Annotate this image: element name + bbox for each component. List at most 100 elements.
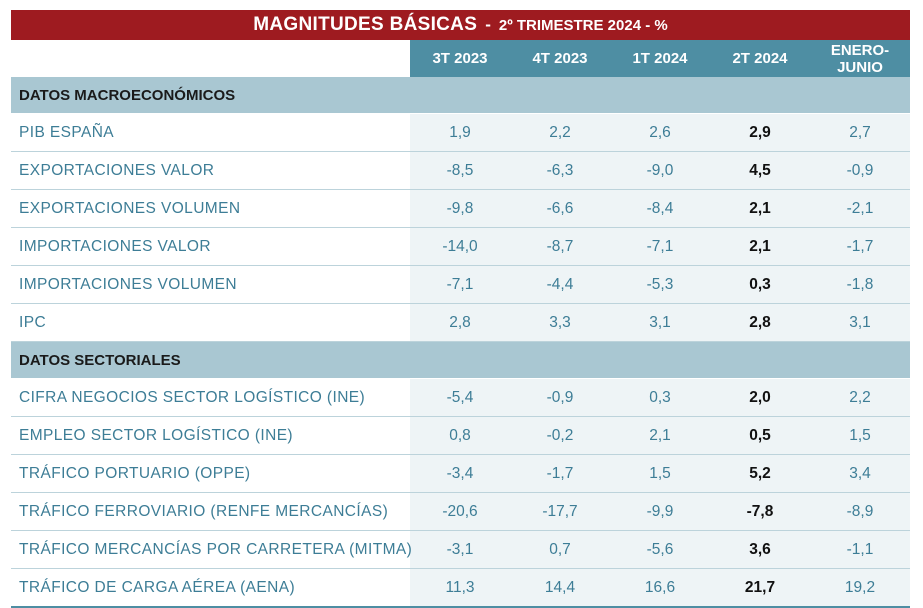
value-cell: -6,6 [510,189,610,228]
value-cell-highlight: 0,5 [710,416,810,455]
value-cell: -17,7 [510,492,610,531]
value-cell: 3,1 [610,303,710,342]
value-cell: -8,4 [610,189,710,228]
column-header-2t-2024: 2T 2024 [710,40,810,77]
column-header-1t-2024: 1T 2024 [610,40,710,77]
table-row: IMPORTACIONES VALOR -14,0 -8,7 -7,1 2,1 -1,7 [11,227,910,266]
value-cell: 19,2 [810,568,910,608]
table-row: IMPORTACIONES VOLUMEN -7,1 -4,4 -5,3 0,3 -1,8 [11,265,910,304]
section-fill-cell [410,77,510,114]
section-fill-cell [810,341,910,379]
value-cell: -6,3 [510,151,610,190]
table-row: EMPLEO SECTOR LOGÍSTICO (INE) 0,8 -0,2 2,1 0… [11,416,910,455]
value-cell: -9,0 [610,151,710,190]
title-separator: - [485,15,491,34]
row-label: IMPORTACIONES VALOR [11,227,410,266]
title-bar: MAGNITUDES BÁSICAS - 2º TRIMESTRE 2024 -… [11,10,910,40]
section-row: DATOS MACROECONÓMICOS [11,77,910,114]
section-fill-cell [810,77,910,114]
value-cell: 2,8 [410,303,510,342]
table-row: TRÁFICO PORTUARIO (OPPE) -3,4 -1,7 1,5 5,2 3,… [11,454,910,493]
section-fill-cell [510,341,610,379]
section-fill-cell [710,77,810,114]
header-row: 3T 2023 4T 2023 1T 2024 2T 2024 ENERO-JU… [11,40,910,77]
value-cell-highlight: 2,9 [710,113,810,152]
row-label: EXPORTACIONES VALOR [11,151,410,190]
value-cell: 2,1 [610,416,710,455]
table-row: TRÁFICO DE CARGA AÉREA (AENA) 11,3 14,4 16,… [11,568,910,608]
section-heading: DATOS MACROECONÓMICOS [11,77,410,114]
value-cell: -5,3 [610,265,710,304]
table-row: TRÁFICO MERCANCÍAS POR CARRETERA (MITMA)… [11,530,910,569]
table-row: PIB ESPAÑA 1,9 2,2 2,6 2,9 2,7 [11,113,910,152]
value-cell: 0,7 [510,530,610,569]
row-label: TRÁFICO PORTUARIO (OPPE) [11,454,410,493]
row-label: IPC [11,303,410,342]
value-cell-highlight: 2,8 [710,303,810,342]
table-row: EXPORTACIONES VALOR -8,5 -6,3 -9,0 4,5 -0,9 [11,151,910,190]
value-cell: -1,7 [810,227,910,266]
row-label: EMPLEO SECTOR LOGÍSTICO (INE) [11,416,410,455]
value-cell: -4,4 [510,265,610,304]
value-cell-highlight: 2,1 [710,227,810,266]
row-label: EXPORTACIONES VOLUMEN [11,189,410,228]
section-row: DATOS SECTORIALES [11,341,910,379]
value-cell-highlight: -7,8 [710,492,810,531]
value-cell: -7,1 [610,227,710,266]
value-cell: -5,4 [410,378,510,417]
section-fill-cell [510,77,610,114]
value-cell: -1,8 [810,265,910,304]
table-subtitle: 2º TRIMESTRE 2024 - % [498,16,668,34]
row-label: IMPORTACIONES VOLUMEN [11,265,410,304]
value-cell: 2,7 [810,113,910,152]
row-label: PIB ESPAÑA [11,113,410,152]
section-fill-cell [610,341,710,379]
value-cell: 3,1 [810,303,910,342]
table-row: CIFRA NEGOCIOS SECTOR LOGÍSTICO (INE) -5,… [11,378,910,417]
magnitudes-table: 3T 2023 4T 2023 1T 2024 2T 2024 ENERO-JU… [11,40,910,608]
value-cell: -9,8 [410,189,510,228]
value-cell: -8,7 [510,227,610,266]
value-cell: 3,4 [810,454,910,493]
section-fill-cell [710,341,810,379]
value-cell-highlight: 2,1 [710,189,810,228]
value-cell: 2,2 [510,113,610,152]
column-header-enero-junio: ENERO-JUNIO [810,40,910,77]
value-cell: 14,4 [510,568,610,608]
value-cell: 3,3 [510,303,610,342]
value-cell: 2,2 [810,378,910,417]
table-row: TRÁFICO FERROVIARIO (RENFE MERCANCÍAS) -2… [11,492,910,531]
value-cell: 1,9 [410,113,510,152]
value-cell: 11,3 [410,568,510,608]
value-cell: -14,0 [410,227,510,266]
value-cell: -7,1 [410,265,510,304]
value-cell-highlight: 2,0 [710,378,810,417]
section-fill-cell [610,77,710,114]
value-cell: 0,3 [610,378,710,417]
value-cell: -0,9 [510,378,610,417]
value-cell: -20,6 [410,492,510,531]
row-label: TRÁFICO MERCANCÍAS POR CARRETERA (MITMA) [11,530,412,569]
value-cell: -1,1 [810,530,910,569]
value-cell-highlight: 21,7 [710,568,810,608]
section-fill-cell [410,341,510,379]
value-cell: 1,5 [610,454,710,493]
table-body: DATOS MACROECONÓMICOS PIB ESPAÑA 1,9 2,2 2,6… [11,77,910,608]
value-cell: 16,6 [610,568,710,608]
value-cell: -1,7 [510,454,610,493]
table-row: IPC 2,8 3,3 3,1 2,8 3,1 [11,303,910,342]
row-label: TRÁFICO DE CARGA AÉREA (AENA) [11,568,410,608]
value-cell-highlight: 5,2 [710,454,810,493]
value-cell: -0,2 [510,416,610,455]
row-label: TRÁFICO FERROVIARIO (RENFE MERCANCÍAS) [11,492,410,531]
table-title: MAGNITUDES BÁSICAS [253,14,478,35]
value-cell-highlight: 3,6 [710,530,810,569]
value-cell: -5,6 [610,530,710,569]
value-cell: -3,1 [410,530,510,569]
header-blank-cell [11,40,410,77]
value-cell: 1,5 [810,416,910,455]
value-cell: -0,9 [810,151,910,190]
row-label: CIFRA NEGOCIOS SECTOR LOGÍSTICO (INE) [11,378,410,417]
value-cell: 0,8 [410,416,510,455]
